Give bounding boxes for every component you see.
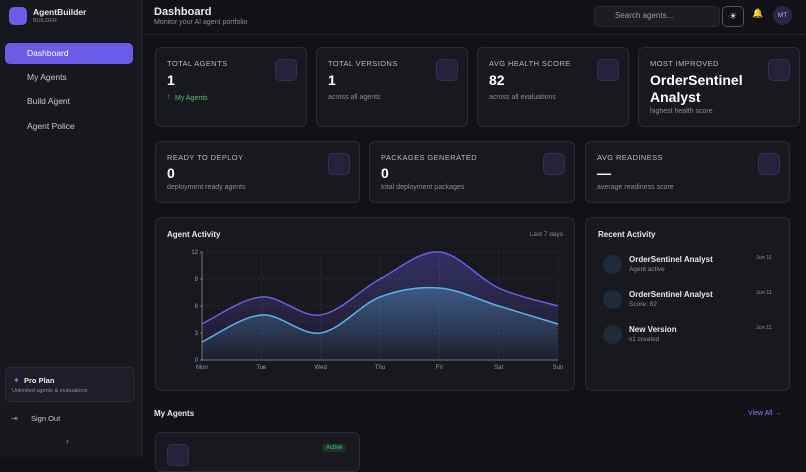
header: Dashboard Monitor your AI agent portfoli… — [142, 0, 806, 35]
activity-desc: v1 created — [629, 336, 660, 343]
stat-card: TOTAL AGENTS 1 ↑ My Agents — [155, 47, 307, 127]
stat-card: MOST IMPROVED OrderSentinel Analyst highes… — [638, 47, 800, 127]
stat-card: TOTAL VERSIONS 1 across all agents — [316, 47, 468, 127]
stat-sub: deployment ready agents — [167, 184, 246, 191]
brand: AgentBuilder — [33, 7, 87, 17]
nav-item[interactable]: Dashboard — [5, 43, 133, 64]
stat-value: OrderSentinel Analyst — [650, 72, 743, 105]
notifications[interactable]: 🔔 — [752, 8, 764, 18]
stat-icon — [768, 59, 790, 81]
stat-icon — [543, 153, 565, 175]
plan-box: ✦ Pro Plan Unlimited agents & evaluation… — [5, 367, 135, 402]
agents-title: My Agents — [154, 409, 195, 418]
view-all-text[interactable]: View All — [748, 410, 773, 417]
brand-logo — [9, 7, 27, 25]
plan-icon: ✦ — [13, 376, 20, 385]
stat-value: 0 — [167, 165, 175, 181]
nav-item[interactable]: Build Agent — [27, 96, 71, 106]
activity-desc: Score: 82 — [629, 301, 657, 308]
recent-title: Recent Activity — [598, 230, 656, 239]
stat-label: AVG READINESS — [597, 153, 663, 162]
collapse[interactable]: ‹ — [66, 436, 69, 446]
stat-icon — [436, 59, 458, 81]
stat-label: MOST IMPROVED — [650, 59, 719, 68]
stat-label: TOTAL VERSIONS — [328, 59, 398, 68]
stat-value: 0 — [381, 165, 389, 181]
stat-label: READY TO DEPLOY — [167, 153, 244, 162]
theme-toggle[interactable]: ☀ — [722, 6, 744, 27]
stat-card: AVG HEALTH SCORE 82 across all evaluations — [477, 47, 629, 127]
x-tick-label: Fri — [436, 365, 443, 371]
stat-sub: average readiness score — [597, 184, 674, 191]
y-tick-label: 12 — [191, 250, 198, 256]
activity-title: OrderSentinel Analyst — [629, 290, 713, 299]
activity-date: Jun 11 — [755, 290, 772, 296]
chart-title: Agent Activity — [167, 230, 221, 239]
stat-value: 1 — [167, 72, 175, 88]
agent-card[interactable]: Active — [155, 432, 360, 472]
y-tick-label: 9 — [195, 277, 199, 283]
y-tick-label: 3 — [195, 331, 199, 337]
plan-desc: Unlimited agents & evaluations — [12, 388, 88, 394]
area — [202, 287, 558, 360]
search-placeholder: Search agents... — [615, 11, 674, 20]
page-title: Dashboard — [154, 6, 212, 18]
activity-date: Jun 11 — [755, 255, 772, 261]
stat-card: AVG READINESS — average readiness score — [585, 141, 790, 203]
y-tick-label: 0 — [195, 358, 199, 364]
stat-sub: across all agents — [328, 94, 381, 101]
trend-arrow: ↑ — [167, 94, 171, 101]
view-all[interactable]: View All → — [748, 410, 782, 417]
status-badge: Active — [322, 444, 347, 452]
chart-card: Agent Activity Last 7 days 0 3 6 9 12 Mon Tue W… — [155, 217, 575, 391]
line — [201, 251, 559, 325]
recent-card: Recent Activity OrderSentinel Analyst Age… — [585, 217, 790, 391]
brand-sub: BUILDER — [33, 18, 57, 24]
nav-item[interactable]: Agent Police — [27, 121, 75, 131]
x-tick-label: Sun — [553, 365, 564, 371]
activity-icon — [603, 290, 622, 309]
activity-title: OrderSentinel Analyst — [629, 255, 713, 264]
stat-icon — [328, 153, 350, 175]
stat-label: TOTAL AGENTS — [167, 59, 228, 68]
plan-title: Pro Plan — [24, 376, 55, 385]
x-tick-label: Wed — [315, 365, 327, 371]
activity-title: New Version — [629, 325, 677, 334]
sign-out[interactable]: Sign Out — [31, 414, 61, 423]
stat-icon — [597, 59, 619, 81]
stat-card: READY TO DEPLOY 0 deployment ready agents — [155, 141, 360, 203]
stat-sub: My Agents — [175, 95, 208, 102]
activity-icon — [603, 325, 622, 344]
agent-icon — [167, 444, 189, 466]
y-tick-label: 6 — [195, 304, 199, 310]
stat-label: PACKAGES GENERATED — [381, 153, 478, 162]
stat-sub: total deployment packages — [381, 184, 465, 191]
x-tick-label: Thu — [375, 365, 385, 371]
stat-icon — [275, 59, 297, 81]
stat-sub: highest health score — [650, 108, 713, 115]
stat-value: 1 — [328, 72, 336, 88]
search[interactable]: Search agents... — [594, 6, 720, 27]
x-tick-label: Tue — [256, 365, 267, 371]
sidebar: AgentBuilder BUILDER Dashboard My Agents… — [0, 0, 142, 457]
stat-sub: across all evaluations — [489, 94, 556, 101]
chart: 0 3 6 9 12 Mon Tue Wed Thu Fri Sat Sun — [191, 250, 564, 371]
stat-label: AVG HEALTH SCORE — [489, 59, 571, 68]
stat-value: 82 — [489, 72, 505, 88]
avatar[interactable]: MT — [773, 6, 792, 25]
stat-card: PACKAGES GENERATED 0 total deployment pack… — [369, 141, 575, 203]
x-tick-label: Sat — [494, 365, 503, 371]
stat-value: — — [597, 165, 611, 181]
line — [201, 286, 559, 343]
page-subtitle: Monitor your AI agent portfolio — [154, 19, 248, 26]
chart-range: Last 7 days — [529, 231, 563, 238]
stat-icon — [758, 153, 780, 175]
nav-item[interactable]: My Agents — [27, 72, 67, 82]
activity-desc: Agent active — [629, 266, 665, 273]
x-tick-label: Mon — [196, 365, 208, 371]
sign-out-icon: ⇥ — [11, 414, 18, 423]
activity-date: Jun 11 — [755, 325, 772, 331]
activity-icon — [603, 255, 622, 274]
